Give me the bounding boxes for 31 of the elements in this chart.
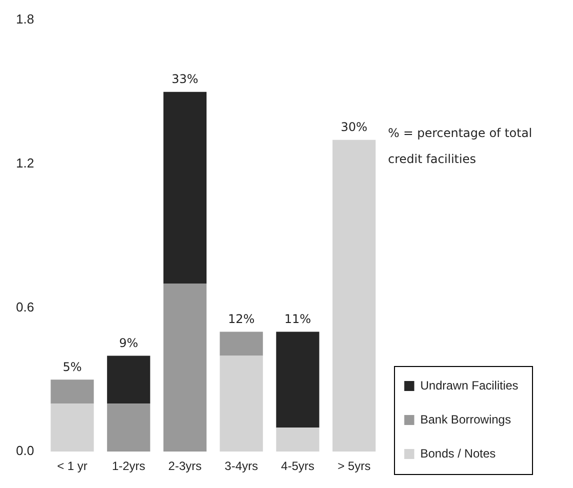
legend-label: Bonds / Notes — [420, 446, 496, 460]
x-tick-label: < 1 yr — [57, 459, 88, 474]
bar — [276, 428, 320, 452]
y-tick-label: 0.0 — [16, 443, 34, 458]
legend-label: Bank Borrowings — [420, 412, 511, 426]
x-tick-label: > 5yrs — [338, 459, 371, 474]
bar — [107, 356, 150, 404]
bar — [163, 284, 207, 452]
bar — [50, 404, 94, 452]
annotation: 12% — [228, 312, 255, 326]
annotation: 30% — [340, 120, 368, 134]
annotation: 9% — [119, 336, 138, 350]
x-tick-label: 1-2yrs — [112, 459, 146, 474]
bar — [332, 140, 376, 452]
bar — [163, 92, 207, 284]
bar — [220, 356, 263, 452]
bar — [276, 332, 320, 428]
bar — [50, 380, 94, 404]
annotation: 11% — [284, 312, 312, 326]
bar — [220, 332, 263, 356]
annotation: 5% — [62, 360, 82, 374]
y-tick-label: 0.6 — [16, 299, 34, 314]
y-tick-label: 1.2 — [16, 155, 34, 170]
bar — [107, 404, 150, 452]
annotation: 33% — [172, 72, 198, 86]
text: % = percentage of total credit facilities — [388, 125, 534, 168]
legend-label: Undrawn Facilities — [420, 378, 518, 392]
y-tick-label: 1.8 — [16, 12, 34, 27]
x-tick-label: 3-4yrs — [224, 459, 258, 474]
x-tick-label: 2-3yrs — [168, 459, 202, 474]
x-tick-label: 4-5yrs — [281, 459, 314, 474]
